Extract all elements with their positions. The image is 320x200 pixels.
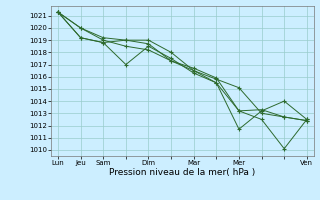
X-axis label: Pression niveau de la mer( hPa ): Pression niveau de la mer( hPa ) <box>109 168 256 177</box>
